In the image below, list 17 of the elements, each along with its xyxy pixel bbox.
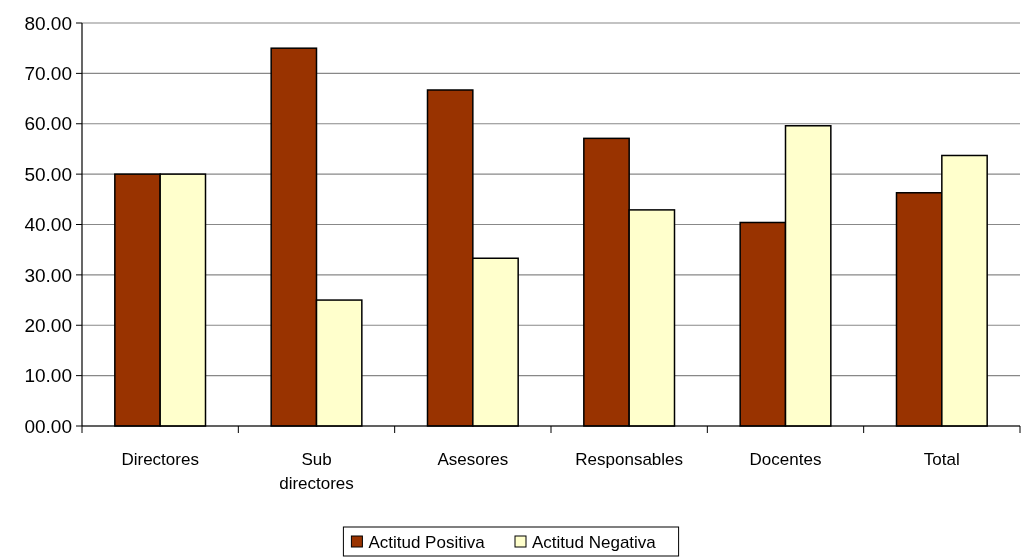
y-tick-label: 30.00 — [24, 264, 72, 286]
y-tick-label: 20.00 — [24, 314, 72, 336]
y-tick-label: 80.00 — [24, 12, 72, 34]
y-tick-label: 50.00 — [24, 163, 72, 185]
x-tick-label: Asesores — [437, 450, 509, 469]
y-tick-label: 10.00 — [24, 365, 72, 387]
x-tick-label: Sub directores — [279, 450, 354, 493]
y-tick-label: 00.00 — [24, 415, 72, 437]
legend-label: Actitud Negativa — [532, 532, 657, 552]
x-tick-label: Responsables — [575, 450, 684, 469]
x-tick-label: Docentes — [749, 450, 822, 469]
x-tick-label: Directores — [121, 450, 199, 469]
legend-label: Actitud Positiva — [368, 532, 486, 552]
y-tick-label: 40.00 — [24, 214, 72, 236]
x-tick-label: Total — [923, 450, 960, 469]
y-tick-label: 70.00 — [24, 63, 72, 85]
y-tick-label: 60.00 — [24, 113, 72, 135]
